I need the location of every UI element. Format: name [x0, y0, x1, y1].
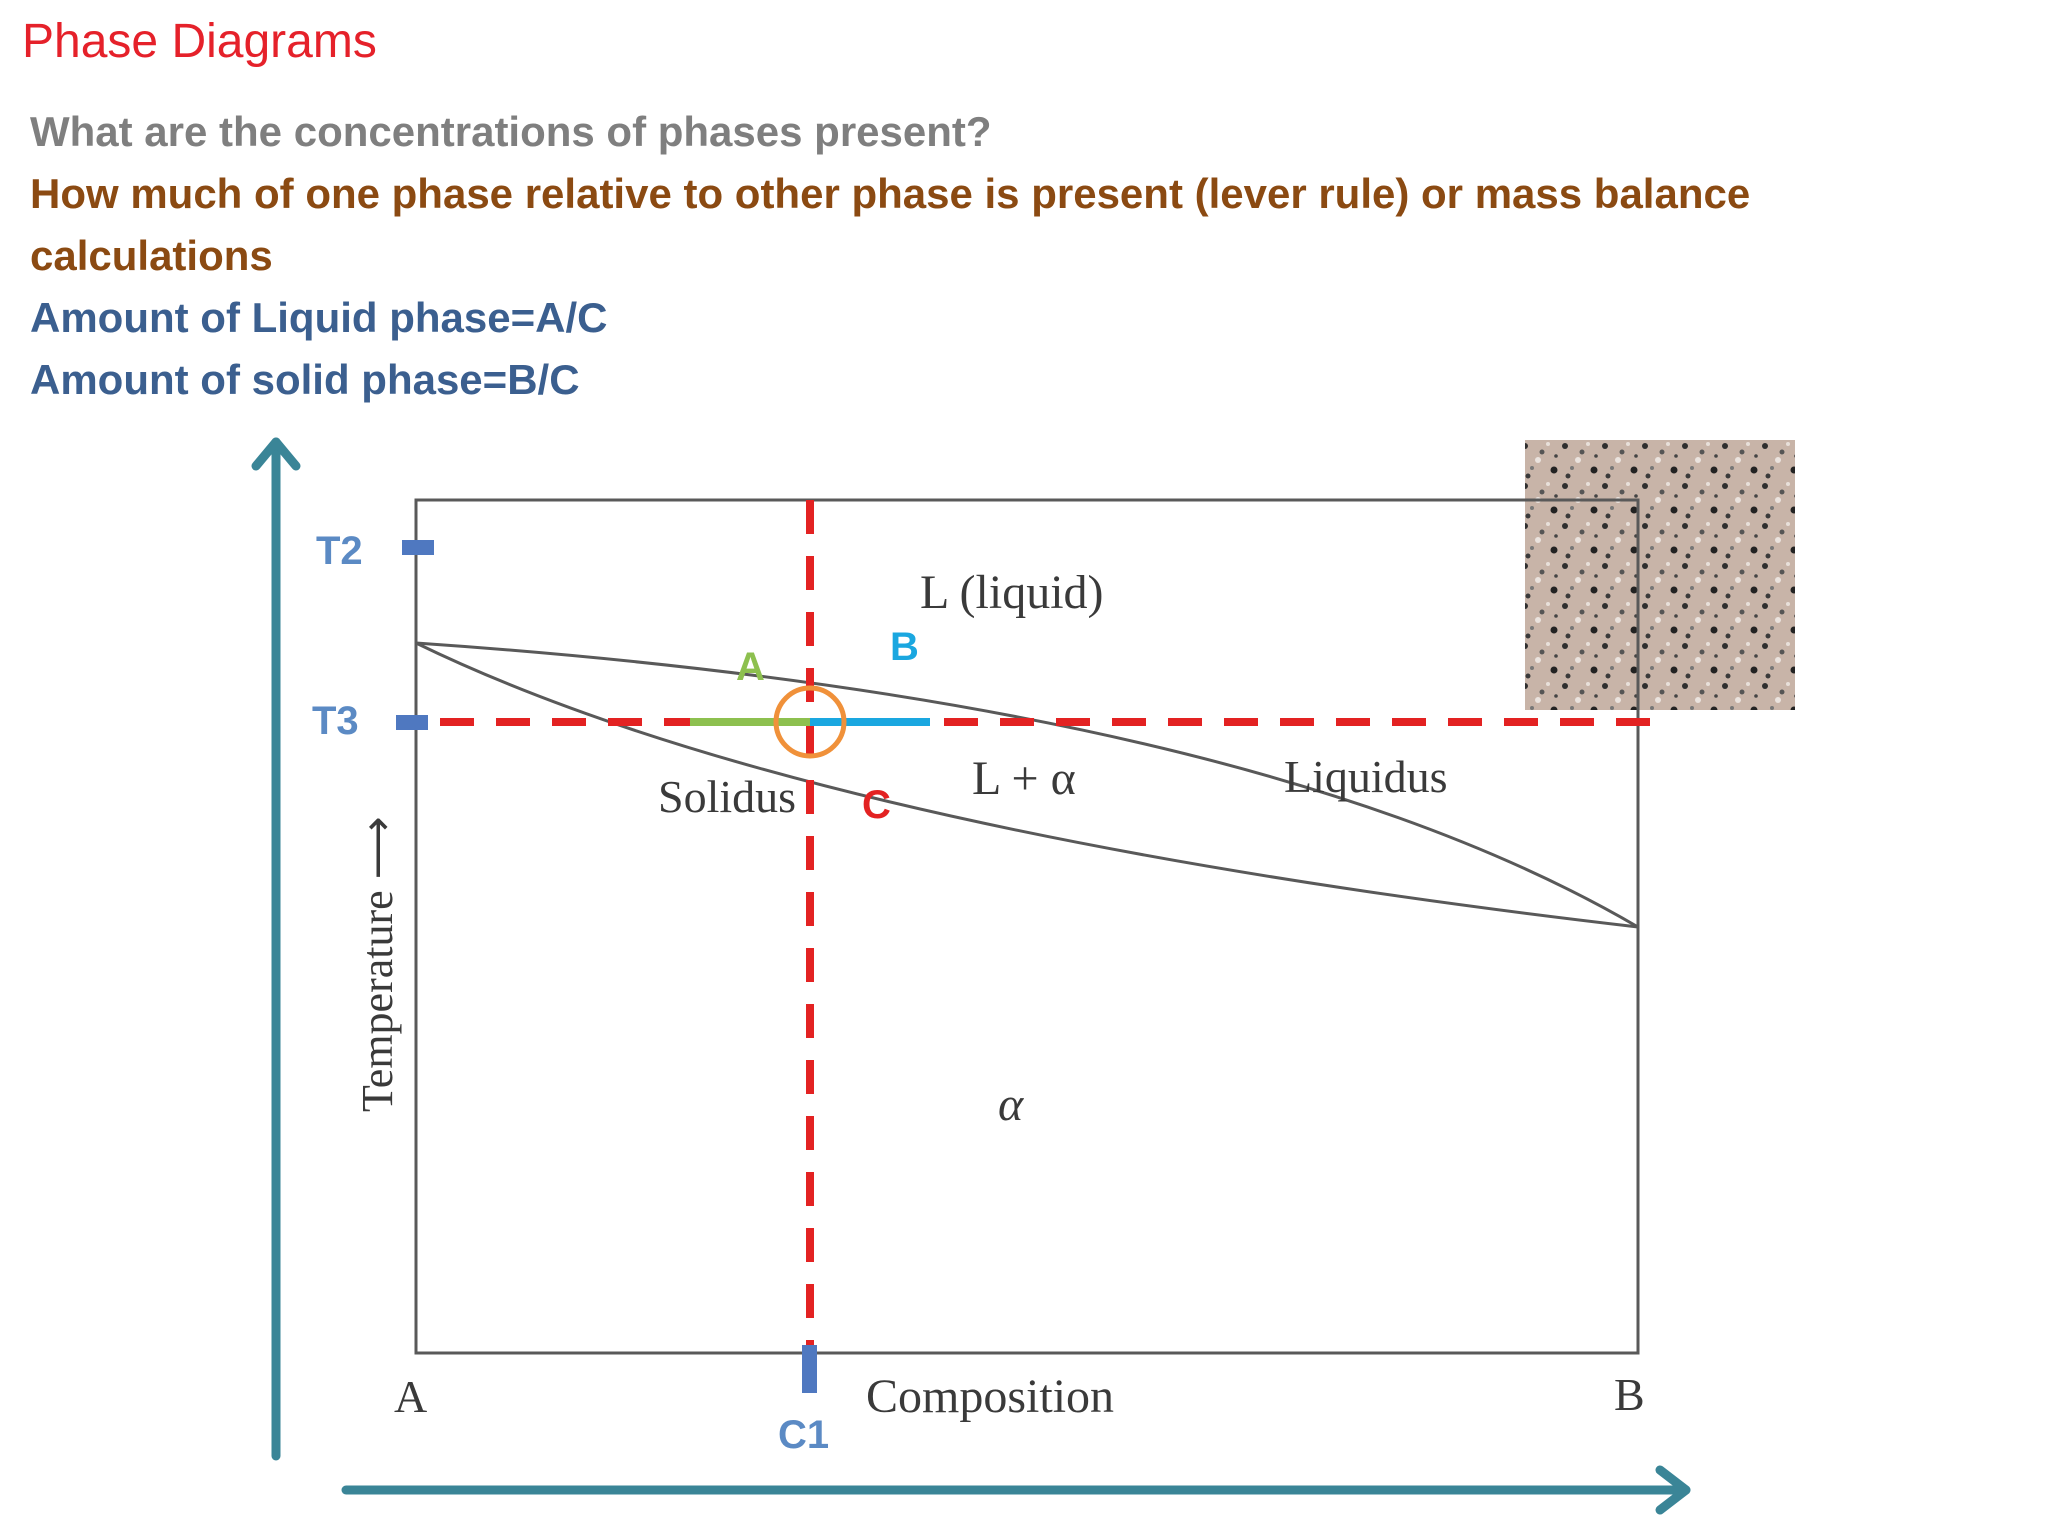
segment-a-label: A	[736, 645, 765, 689]
solidus-label: Solidus	[658, 771, 796, 822]
c1-marker	[802, 1345, 817, 1393]
slide-title: Phase Diagrams	[22, 15, 377, 68]
question-concentrations: What are the concentrations of phases pr…	[30, 108, 992, 155]
liquid-region-label: L (liquid)	[920, 566, 1104, 619]
liquidus-label: Liquidus	[1284, 751, 1448, 802]
t3-label: T3	[312, 699, 359, 743]
question-lever-rule: How much of one phase relative to other …	[30, 170, 1751, 217]
intersection-circle	[773, 685, 847, 759]
two-phase-region-label: L + α	[972, 752, 1076, 805]
component-a-label: A	[394, 1371, 427, 1422]
question-lever-rule-cont: calculations	[30, 232, 273, 279]
component-b-label: B	[1614, 1369, 1645, 1420]
point-c-label: C	[862, 783, 891, 827]
granite-photo	[1525, 440, 1795, 710]
y-axis-label: Temperature ⟶	[353, 816, 402, 1112]
solidus-curve	[415, 641, 1639, 929]
alpha-region-label: α	[998, 1078, 1024, 1131]
liquidus-curve	[415, 641, 1639, 929]
diagram-frame	[414, 498, 1640, 1355]
t2-label: T2	[316, 529, 363, 573]
solid-amount-formula: Amount of solid phase=B/C	[30, 356, 580, 403]
composition-axis-arrow	[341, 1465, 1691, 1515]
x-axis-label: Composition	[866, 1370, 1114, 1423]
t3-marker	[396, 715, 428, 730]
segment-b-label: B	[890, 625, 919, 669]
temperature-axis-arrow	[251, 437, 301, 1461]
t2-marker	[402, 540, 434, 555]
liquid-amount-formula: Amount of Liquid phase=A/C	[30, 294, 608, 341]
c1-label: C1	[778, 1413, 829, 1457]
